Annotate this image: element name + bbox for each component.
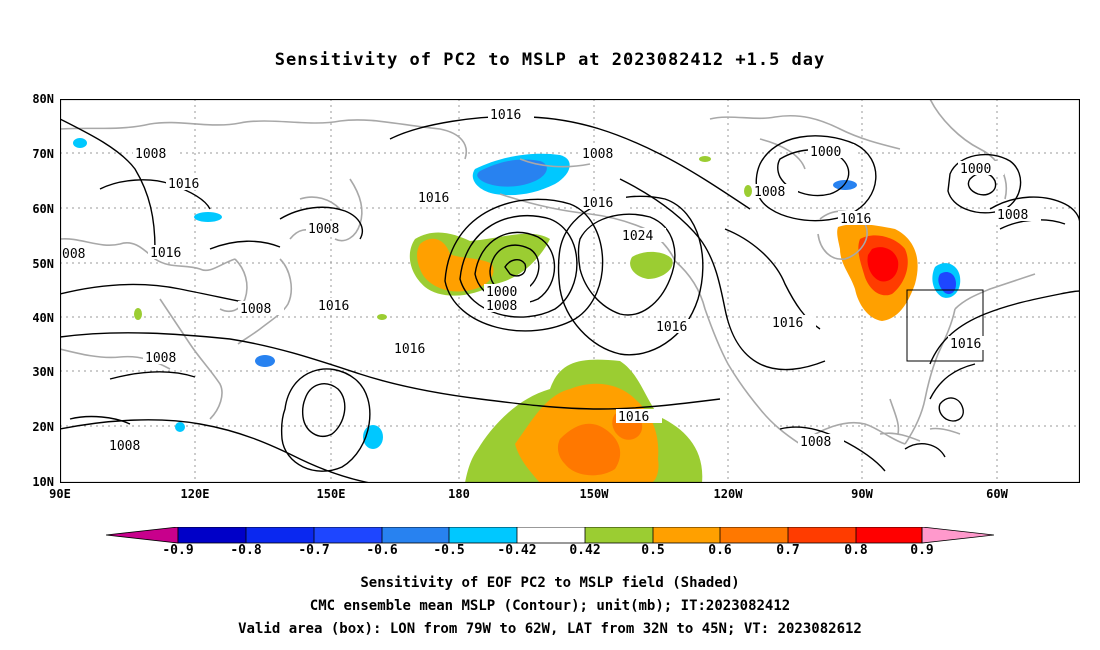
colorbar-label: -0.9 — [162, 543, 194, 558]
contour-label: 1016 — [150, 246, 181, 261]
contour-label: 1008 — [135, 147, 166, 162]
lon-label-90w: 90W — [851, 487, 873, 501]
lat-label-60n: 60N — [32, 202, 54, 216]
colorbar-label: -0.42 — [497, 543, 537, 558]
contour-label: 1008 — [240, 302, 271, 317]
shade-blob — [744, 185, 752, 197]
shade-negative-blue — [477, 159, 547, 187]
lat-label-70n: 70N — [32, 147, 54, 161]
colorbar-label: -0.6 — [366, 543, 398, 558]
contour-label: 1016 — [582, 196, 613, 211]
contour-label: 1000 — [486, 285, 517, 300]
lon-label-120w: 120W — [713, 487, 743, 501]
lon-label-120e: 120E — [180, 487, 210, 501]
lat-label-20n: 20N — [32, 420, 54, 434]
valid-area-box — [906, 289, 984, 362]
colorbar-swatch — [585, 527, 653, 543]
colorbar-label: -0.7 — [298, 543, 330, 558]
shade-alaska-green — [630, 251, 673, 279]
map-title: Sensitivity of PC2 to MSLP at 2023082412… — [274, 50, 826, 70]
colorbar-label: 0.6 — [708, 543, 732, 558]
contour-label: 1000 — [810, 145, 841, 160]
contour-label: 1008 — [754, 185, 785, 200]
colorbar-high-triangle — [921, 527, 994, 544]
lat-label-30n: 30N — [32, 365, 54, 379]
colorbar-swatch — [517, 527, 585, 543]
contour-label: 1016 — [394, 342, 425, 357]
colorbar-swatch — [314, 527, 382, 543]
contour-label: 1008 — [308, 222, 339, 237]
shade-eastcoast-brightred — [867, 247, 899, 282]
contour-label: 1016 — [840, 212, 871, 227]
contour-label: 1016 — [490, 108, 521, 123]
colorbar-label: -0.8 — [230, 543, 262, 558]
contour-label: 1008 — [800, 435, 831, 450]
lat-label-40n: 40N — [32, 311, 54, 325]
colorbar-label: -0.5 — [433, 543, 465, 558]
contour-label: 1016 — [418, 191, 449, 206]
contour-label: 1000 — [960, 162, 991, 177]
lat-label-50n: 50N — [32, 257, 54, 271]
colorbar-low-triangle — [106, 527, 179, 544]
colorbar-swatch — [788, 527, 856, 543]
colorbar-swatch — [449, 527, 517, 543]
contour-label: 008 — [62, 247, 85, 262]
colorbar-swatch — [178, 527, 246, 543]
colorbar-swatch — [720, 527, 788, 543]
shade-blob — [134, 308, 142, 320]
colorbar-label: 0.8 — [844, 543, 868, 558]
shade-subtropical-dark-orange — [557, 423, 621, 476]
lat-label-10n: 10N — [32, 475, 54, 489]
contour-label: 1016 — [168, 177, 199, 192]
lon-label-150e: 150E — [316, 487, 346, 501]
lon-label-180: 180 — [448, 487, 470, 501]
shade-blob — [377, 314, 387, 320]
shade-blob — [194, 212, 222, 222]
lon-label-150w: 150W — [579, 487, 609, 501]
contour-label: 1016 — [618, 410, 649, 425]
contour-label: 1008 — [997, 208, 1028, 223]
shade-blob — [699, 156, 711, 162]
contour-label: 1008 — [582, 147, 613, 162]
contour-label: 1016 — [950, 337, 981, 352]
colorbar-swatch — [246, 527, 314, 543]
shade-dateline-orange — [417, 238, 494, 292]
colorbar-swatch — [382, 527, 449, 543]
contour-label: 1024 — [622, 229, 653, 244]
colorbar-swatch — [653, 527, 720, 543]
shade-blob — [255, 355, 275, 367]
contour-label: 1016 — [656, 320, 687, 335]
lon-label-60w: 60W — [986, 487, 1008, 501]
contour-label: 1008 — [486, 299, 517, 314]
lon-label-90e: 90E — [49, 487, 71, 501]
colorbar — [106, 527, 994, 544]
caption-line-3: Valid area (box): LON from 79W to 62W, L… — [238, 621, 862, 637]
colorbar-label: 0.7 — [776, 543, 800, 558]
contour-label: 1016 — [318, 299, 349, 314]
colorbar-label: 0.5 — [641, 543, 665, 558]
caption-line-2: CMC ensemble mean MSLP (Contour); unit(m… — [309, 598, 791, 614]
contour-label: 1008 — [109, 439, 140, 454]
shade-blob — [73, 138, 87, 148]
contour-labels: 1016 1008 1000 1000 1008 1008 1016 1008 … — [60, 107, 1041, 454]
shade-blob — [175, 422, 185, 432]
map-panel: 1016 1008 1000 1000 1008 1008 1016 1008 … — [60, 99, 1080, 483]
contour-label: 1016 — [772, 316, 803, 331]
colorbar-label: 0.42 — [569, 543, 601, 558]
colorbar-swatch — [856, 527, 922, 543]
contour-label: 1008 — [145, 351, 176, 366]
lat-label-80n: 80N — [32, 92, 54, 106]
caption-line-1: Sensitivity of EOF PC2 to MSLP field (Sh… — [360, 575, 740, 591]
colorbar-label: 0.9 — [910, 543, 934, 558]
map-frame — [60, 99, 1080, 483]
shade-eastcoast-negative-blue — [938, 272, 956, 295]
